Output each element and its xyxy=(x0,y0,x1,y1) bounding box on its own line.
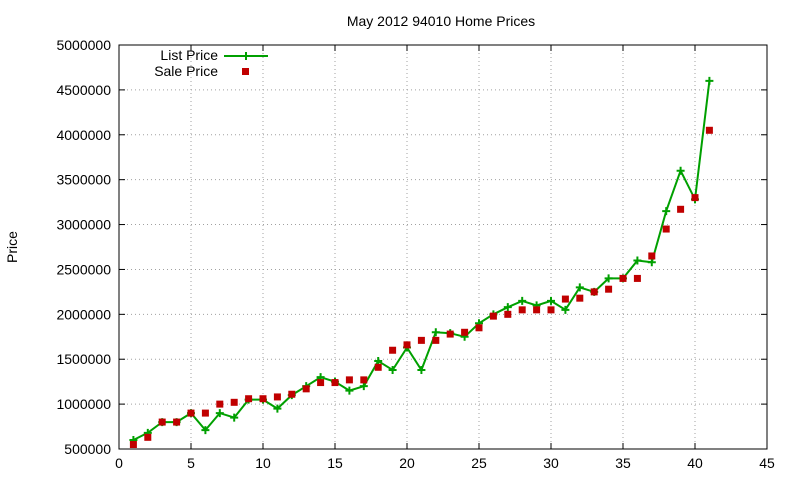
sale-price-point xyxy=(345,376,353,384)
series-layer xyxy=(129,76,714,449)
list-price-point xyxy=(345,386,354,395)
sale-price-point xyxy=(129,441,137,449)
x-tick-label: 40 xyxy=(687,455,703,471)
list-price-point xyxy=(705,76,714,85)
sale-price-point xyxy=(273,393,281,401)
sale-price-point xyxy=(187,409,195,417)
sale-price-point xyxy=(619,274,627,282)
x-tick-label: 45 xyxy=(759,455,775,471)
sale-price-point xyxy=(461,328,469,336)
sale-price-point xyxy=(677,205,685,213)
sale-price-point xyxy=(331,379,339,387)
y-tick-label: 3000000 xyxy=(56,217,111,233)
y-tick-label: 5000000 xyxy=(56,37,111,53)
x-tick-label: 0 xyxy=(115,455,123,471)
sale-price-point xyxy=(662,225,670,233)
sale-price-point xyxy=(605,285,613,293)
y-tick-label: 4500000 xyxy=(56,82,111,98)
list-price-point xyxy=(215,409,224,418)
sale-price-point xyxy=(374,363,382,371)
sale-price-point xyxy=(230,398,238,406)
list-price-point xyxy=(417,365,426,374)
y-axis-label: Price xyxy=(4,231,20,263)
sale-price-point xyxy=(144,433,152,441)
list-price-point xyxy=(431,328,440,337)
y-tick-label: 3500000 xyxy=(56,172,111,188)
sale-price-point xyxy=(561,295,569,303)
x-tick-label: 30 xyxy=(543,455,559,471)
sale-price-point xyxy=(389,346,397,354)
list-price-point xyxy=(201,426,210,435)
y-tick-label: 1000000 xyxy=(56,396,111,412)
list-price-point xyxy=(547,296,555,305)
list-price-point xyxy=(359,382,368,391)
sale-price-point xyxy=(288,390,296,398)
list-price-point xyxy=(503,303,512,312)
sale-price-point xyxy=(504,310,512,318)
list-price-point xyxy=(561,305,570,314)
sale-price-point xyxy=(633,274,641,282)
x-tick-label: 10 xyxy=(255,455,271,471)
list-price-point xyxy=(388,365,397,374)
x-tick-label: 5 xyxy=(187,455,195,471)
axis-ticks: 0 5 10 15 20 25 30 35 40 45 500000 1000000 1500000 20… xyxy=(56,37,775,471)
y-tick-label: 500000 xyxy=(64,441,111,457)
y-tick-label: 2500000 xyxy=(56,261,111,277)
sale-price-point xyxy=(360,376,368,384)
sale-price-point xyxy=(173,418,181,426)
sale-price-point xyxy=(533,306,541,314)
plot-frame xyxy=(118,44,768,450)
list-price-point xyxy=(374,357,383,366)
sale-price-point xyxy=(201,409,209,417)
sale-price-point xyxy=(432,336,440,344)
sale-price-point xyxy=(302,385,310,393)
legend: List Price Sale Price xyxy=(154,47,268,79)
list-price-point xyxy=(230,413,239,422)
legend-marker-list-price xyxy=(242,52,250,60)
x-tick-label: 20 xyxy=(399,455,415,471)
sale-price-point xyxy=(705,126,713,134)
sale-price-point xyxy=(245,395,253,403)
list-price-point xyxy=(647,258,656,267)
sale-price-point xyxy=(648,252,656,260)
x-tick-label: 35 xyxy=(615,455,631,471)
sale-price-point xyxy=(403,341,411,349)
sale-price-point xyxy=(576,294,584,302)
list-price-point xyxy=(676,166,685,175)
x-tick-label: 25 xyxy=(471,455,487,471)
sale-price-point xyxy=(475,324,483,332)
sale-price-point xyxy=(417,336,425,344)
sale-price-point xyxy=(547,306,555,314)
legend-label-list-price: List Price xyxy=(160,47,218,63)
sale-price-point xyxy=(691,194,699,202)
sale-price-point xyxy=(489,312,497,320)
list-price-point xyxy=(604,274,613,283)
grid xyxy=(119,45,767,449)
legend-marker-sale-price xyxy=(242,68,249,75)
chart-title: May 2012 94010 Home Prices xyxy=(347,13,535,29)
sale-price-point xyxy=(216,400,224,408)
sale-price-point xyxy=(158,418,166,426)
list-price-point xyxy=(633,256,642,265)
sale-price-point xyxy=(317,379,325,387)
sale-price-point xyxy=(590,288,598,296)
list-price-point xyxy=(662,207,671,216)
legend-label-sale-price: Sale Price xyxy=(154,63,218,79)
sale-price-point xyxy=(259,395,267,403)
sale-price-point xyxy=(446,330,454,338)
y-tick-label: 4000000 xyxy=(56,127,111,143)
sale-price-point xyxy=(518,306,526,314)
x-tick-label: 15 xyxy=(327,455,343,471)
list-price-point xyxy=(518,296,527,305)
list-price-point xyxy=(575,283,584,292)
y-tick-label: 2000000 xyxy=(56,306,111,322)
y-tick-label: 1500000 xyxy=(56,351,111,367)
list-price-point xyxy=(273,404,282,413)
